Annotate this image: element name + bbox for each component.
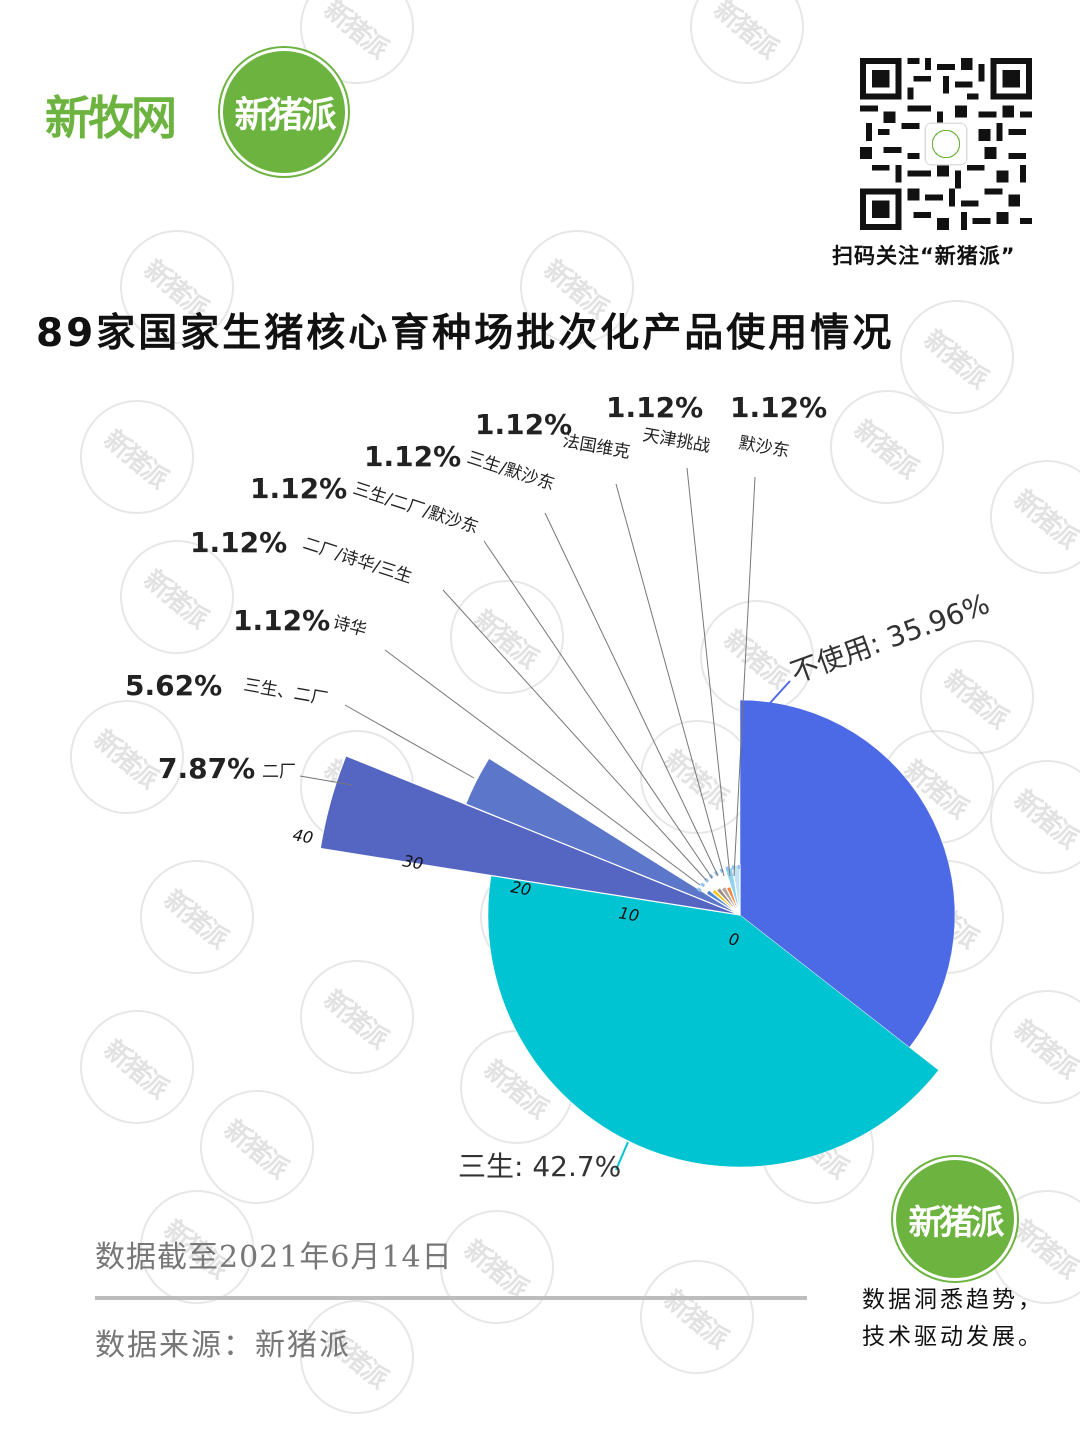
leader-line <box>544 512 719 877</box>
slice-三生/二厂/默沙东[interactable] <box>715 886 741 916</box>
slice-三生/默沙东[interactable] <box>720 885 741 916</box>
slice-二厂[interactable] <box>319 755 741 916</box>
slice-percent-label: 1.12% <box>730 391 827 424</box>
radial-tick-label: 10 <box>617 903 640 925</box>
slice-label-sansheng: 三生: 42.7% <box>458 1150 621 1183</box>
slice-percent-label: 5.62% <box>125 669 222 702</box>
radial-axis-ticks: 0 10 20 30 40 <box>291 825 740 949</box>
slice-name-label: 天津挑战 <box>641 425 711 457</box>
leader-line <box>442 589 707 881</box>
slice-name-label: 二厂 <box>262 762 296 782</box>
qr-caption: 扫码关注“新猪派” <box>832 244 1016 268</box>
qr-code[interactable] <box>860 58 1032 230</box>
slice-percent-label: 1.12% <box>364 440 461 473</box>
pie-slices <box>319 699 956 1168</box>
leader-line <box>769 680 791 704</box>
slice-三生[interactable] <box>487 875 939 1168</box>
xinzhupai-bottom-logo: 新猪派 <box>893 1157 1017 1281</box>
chart-title: 89家国家生猪核心育种场批次化产品使用情况 <box>36 311 895 356</box>
slice-percent-label: 1.12% <box>190 526 287 559</box>
xinzhupai-bottom-logo-text: 新猪派 <box>908 1202 1005 1243</box>
radial-tick-label: 0 <box>727 929 740 949</box>
slogan: 数据洞悉趋势， 技术驱动发展。 <box>862 1282 1044 1356</box>
data-cutoff-date: 数据截至2021年6月14日 <box>95 1240 453 1275</box>
leader-line <box>615 483 725 877</box>
rose-pie-chart: 7.87% 二厂5.62% 三生、二厂1.12% 诗华1.12% 二厂/诗华/三生1.1… <box>125 391 994 1183</box>
inner-ring-decoration <box>696 865 741 893</box>
slice-不使用[interactable] <box>739 699 956 1048</box>
radial-tick-label: 20 <box>509 877 532 899</box>
slogan-line-2: 技术驱动发展。 <box>862 1324 1044 1350</box>
slice-percent-label: 1.12% <box>250 472 347 505</box>
slice-三生、二厂[interactable] <box>464 757 741 916</box>
data-source: 数据来源：新猪派 <box>95 1328 351 1363</box>
xinzhupai-logo-text: 新猪派 <box>234 95 336 136</box>
slice-percent-label: 1.12% <box>475 408 572 441</box>
leader-line <box>299 775 353 786</box>
radial-tick-label: 40 <box>291 825 314 847</box>
radial-tick-label: 30 <box>401 851 424 873</box>
slogan-line-1: 数据洞悉趋势， <box>862 1287 1044 1313</box>
qr-center-logo-icon <box>931 129 961 159</box>
slice-name-label: 法国维克 <box>561 431 631 463</box>
xinzhupai-logo: 新猪派 <box>220 48 348 176</box>
qr-center-badge <box>924 122 968 166</box>
slice-percent-label: 1.12% <box>233 604 330 637</box>
leader-line <box>686 467 731 877</box>
leader-line <box>344 704 475 779</box>
slice-name-label: 三生/二厂/默沙东 <box>350 479 480 538</box>
slice-label-not-used: 不使用: 35.96% <box>786 587 994 690</box>
slice-name-label: 默沙东 <box>737 433 791 462</box>
leader-line <box>384 649 701 886</box>
footer-divider <box>95 1296 807 1300</box>
slice-name-label: 三生/默沙东 <box>464 448 556 495</box>
qr-modules <box>860 58 1032 230</box>
leader-line <box>733 476 756 877</box>
label-leader-lines <box>299 467 791 1171</box>
slice-percent-label: 7.87% <box>158 752 255 785</box>
leader-line <box>615 1141 629 1171</box>
slice-percent-label: 1.12% <box>606 391 703 424</box>
leader-line <box>483 540 713 879</box>
xinmuwang-logo: 新牧网 <box>45 91 177 145</box>
slice-name-label: 二厂/诗华/三生 <box>300 534 414 588</box>
slice-name-label: 三生、二厂 <box>242 675 329 709</box>
slice-name-label: 诗华 <box>331 613 369 641</box>
